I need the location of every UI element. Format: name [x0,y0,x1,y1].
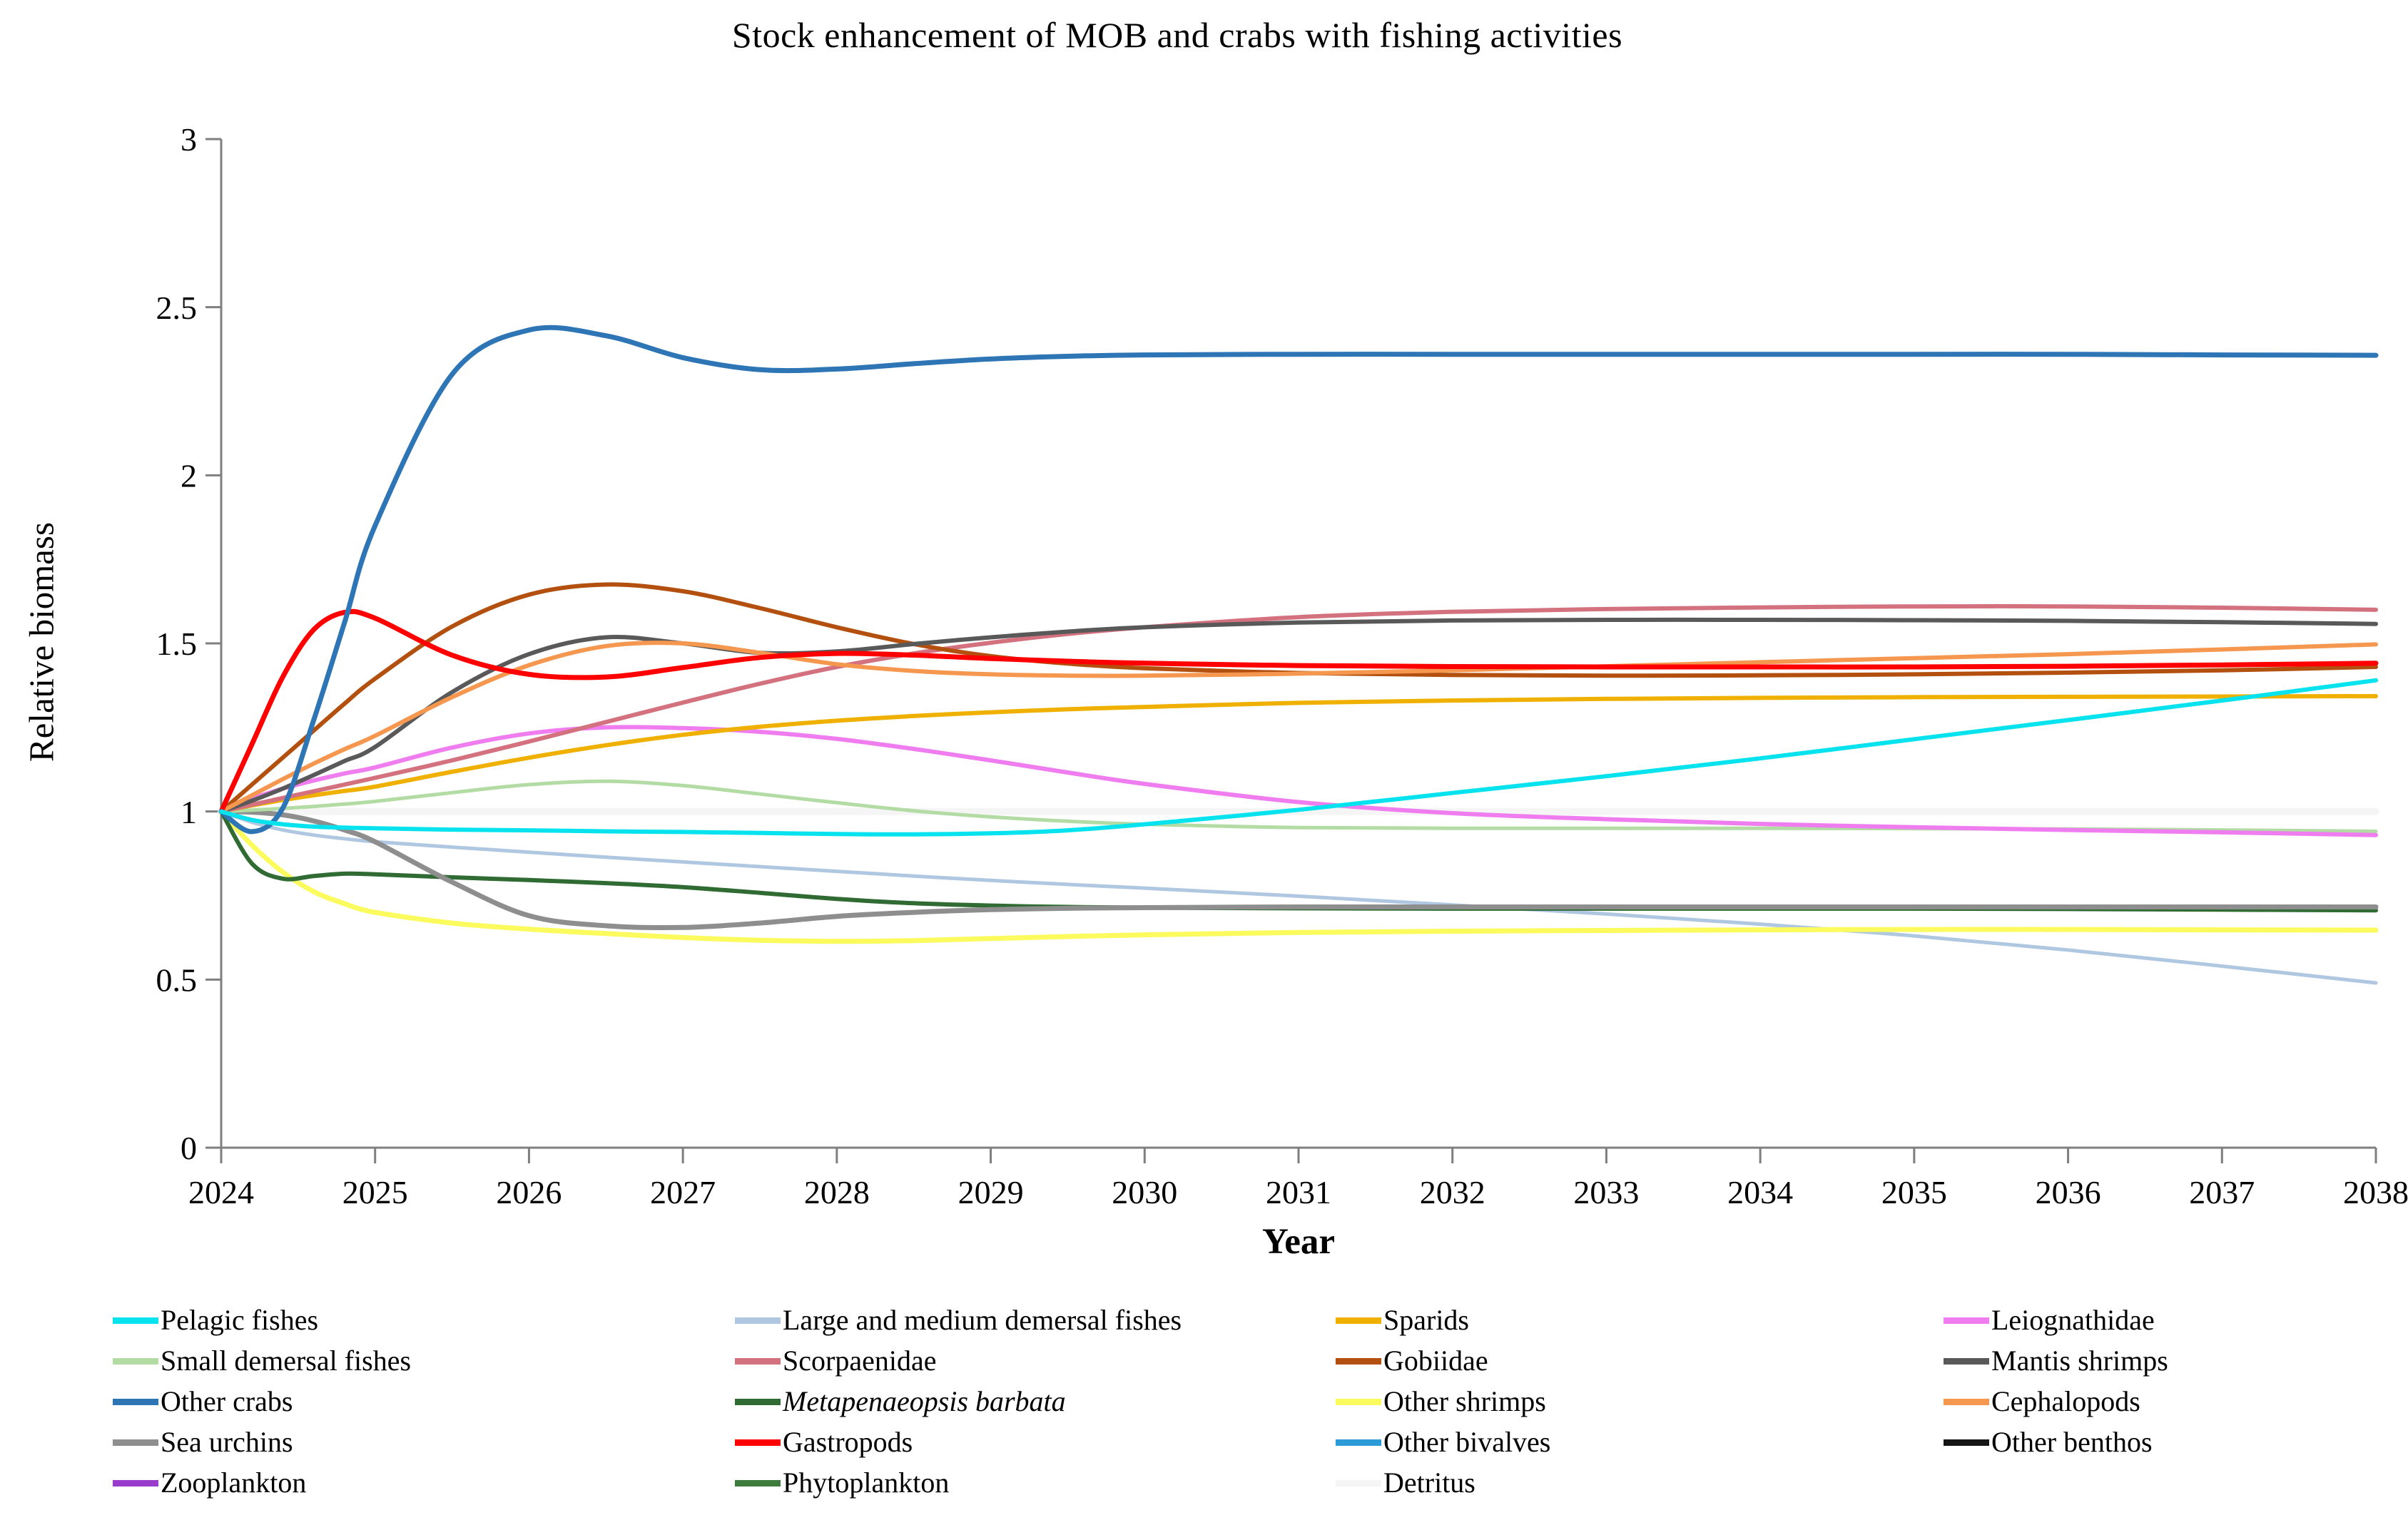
series-line-mantis-shrimps [219,617,2378,814]
legend-swatch-scorpaenidae [735,1357,781,1365]
legend-item-sea-urchins: Sea urchins [113,1425,735,1458]
legend-swatch-gobiidae [1336,1357,1381,1365]
x-axis-title: Year [1262,1222,1335,1262]
legend-swatch-sparids [1336,1317,1381,1324]
legend-swatch-mantis-shrimps [1944,1357,1989,1365]
legend-item-gobiidae: Gobiidae [1336,1344,1944,1377]
legend-label-detritus: Detritus [1383,1466,1475,1499]
legend-label-metapenaeopsis-barbata: Metapenaeopsis barbata [783,1384,1066,1417]
legend-swatch-other-benthos [1944,1439,1989,1446]
x-tick-label: 2031 [1266,1174,1331,1210]
y-tick-label: 1 [181,794,197,830]
legend-item-other-bivalves: Other bivalves [1336,1425,1944,1458]
legend-swatch-cephalopods [1944,1398,1989,1405]
series-line-small-demersal-fishes [219,779,2378,833]
legend-swatch-gastropods [735,1439,781,1446]
legend-swatch-large-medium-demersal-fishes [735,1317,781,1324]
legend-item-scorpaenidae: Scorpaenidae [735,1344,1336,1377]
series-line-cephalopods [219,641,2378,814]
series-line-gastropods [218,608,2379,815]
legend-swatch-other-shrimps [1336,1398,1381,1405]
legend-item-metapenaeopsis-barbata: Metapenaeopsis barbata [735,1387,1336,1416]
series-line-sparids [219,694,2378,814]
legend-swatch-metapenaeopsis-barbata [735,1398,781,1405]
legend-swatch-zooplankton [113,1479,158,1486]
legend-label-zooplankton: Zooplankton [161,1466,307,1499]
legend-swatch-detritus [1336,1479,1381,1486]
legend-swatch-pelagic-fishes [113,1317,158,1324]
x-tick-label: 2029 [958,1174,1024,1210]
legend-item-gastropods: Gastropods [735,1425,1336,1458]
series-line-other-crabs [218,325,2379,835]
legend-label-small-demersal-fishes: Small demersal fishes [161,1344,412,1377]
legend-swatch-phytoplankton [735,1479,781,1486]
series-line-large-medium-demersal-fishes [219,810,2378,985]
x-tick-label: 2030 [1112,1174,1177,1210]
legend-item-cephalopods: Cephalopods [1944,1387,2400,1416]
chart-canvas: 0 0.5 1 1.5 2 2.5 3 2024 2025 2026 2027 2028 2029 203… [156,121,2408,1210]
legend-swatch-small-demersal-fishes [113,1357,158,1365]
y-tick-label: 1.5 [156,626,198,662]
legend-label-gastropods: Gastropods [783,1425,913,1458]
legend-label-other-shrimps: Other shrimps [1383,1384,1546,1417]
legend-label-sparids: Sparids [1383,1303,1469,1336]
legend-label-sea-urchins: Sea urchins [161,1425,293,1458]
legend-swatch-other-bivalves [1336,1439,1381,1446]
legend-item-other-shrimps: Other shrimps [1336,1387,1944,1416]
x-tick-label: 2024 [188,1174,254,1210]
legend-swatch-sea-urchins [113,1439,158,1446]
series-line-scorpaenidae [219,603,2378,814]
x-tick-label: 2026 [496,1174,562,1210]
legend-label-mantis-shrimps: Mantis shrimps [1991,1344,2168,1377]
x-tick-label: 2036 [2036,1174,2101,1210]
series-line-other-shrimps [218,809,2379,944]
legend-item-sparids: Sparids [1336,1303,1944,1336]
legend-swatch-other-crabs [113,1398,158,1405]
legend-label-other-benthos: Other benthos [1991,1425,2153,1458]
legend-item-other-crabs: Other crabs [113,1387,735,1416]
y-tick-label: 2 [181,457,197,494]
x-tick-label: 2033 [1573,1174,1639,1210]
legend-label-other-bivalves: Other bivalves [1383,1425,1551,1458]
legend-label-large-medium-demersal-fishes: Large and medium demersal fishes [783,1303,1182,1336]
legend-label-other-crabs: Other crabs [161,1384,293,1417]
legend-item-zooplankton: Zooplankton [113,1466,735,1499]
legend-swatch-leiognathidae [1944,1317,1989,1324]
legend: Pelagic fishes Large and medium demersal … [113,1300,2400,1503]
x-tick-label: 2032 [1420,1174,1485,1210]
legend-label-pelagic-fishes: Pelagic fishes [161,1303,319,1336]
legend-item-large-medium-demersal-fishes: Large and medium demersal fishes [735,1303,1336,1336]
chart-title: Stock enhancement of MOB and crabs with … [731,15,1623,55]
y-tick-label: 0.5 [156,962,198,998]
x-tick-label: 2037 [2189,1174,2255,1210]
legend-item-other-benthos: Other benthos [1944,1425,2400,1458]
legend-item-pelagic-fishes: Pelagic fishes [113,1303,735,1336]
x-tick-label: 2038 [2343,1174,2408,1210]
legend-label-leiognathidae: Leiognathidae [1991,1303,2155,1336]
x-tick-label: 2027 [650,1174,716,1210]
x-tick-label: 2035 [1881,1174,1947,1210]
legend-item-detritus: Detritus [1336,1466,1944,1499]
series-line-pelagic-fishes [219,678,2378,837]
y-tick-label: 2.5 [156,290,198,326]
x-tick-label: 2028 [804,1174,870,1210]
legend-item-small-demersal-fishes: Small demersal fishes [113,1344,735,1377]
series-line-leiognathidae [219,725,2378,837]
x-tick-label: 2034 [1727,1174,1793,1210]
x-tick-label: 2025 [342,1174,408,1210]
legend-item-leiognathidae: Leiognathidae [1944,1303,2400,1336]
legend-label-gobiidae: Gobiidae [1383,1344,1488,1377]
legend-label-cephalopods: Cephalopods [1991,1384,2140,1417]
y-tick-label: 0 [181,1130,197,1166]
y-tick-label: 3 [181,121,197,158]
legend-item-phytoplankton: Phytoplankton [735,1466,1336,1499]
legend-item-mantis-shrimps: Mantis shrimps [1944,1344,2400,1377]
legend-label-scorpaenidae: Scorpaenidae [783,1344,937,1377]
series-line-sea-urchins [218,809,2379,931]
legend-label-phytoplankton: Phytoplankton [783,1466,950,1499]
